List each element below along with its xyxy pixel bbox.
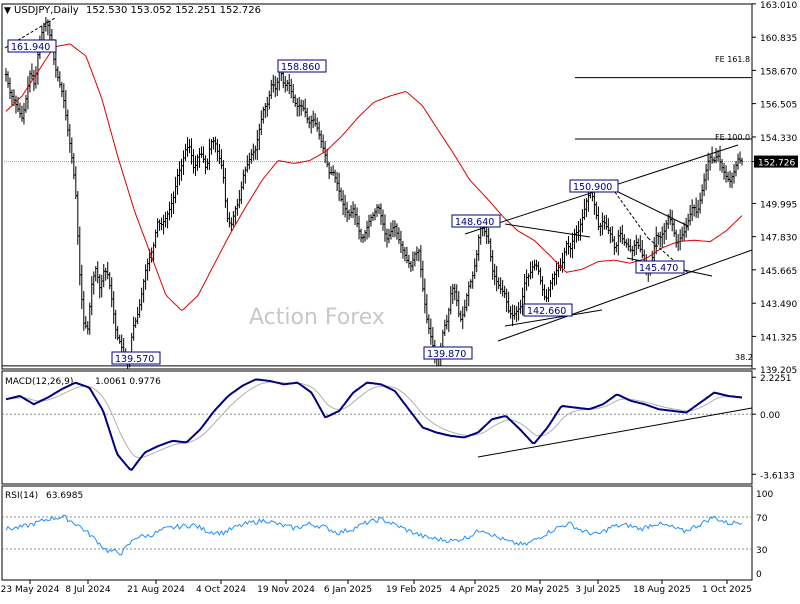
price-tick-label: 160.835 (760, 34, 797, 44)
time-tick-label: 23 May 2024 (1, 585, 60, 595)
price-annotation: 139.570 (115, 354, 154, 365)
time-tick-label: 4 Apr 2025 (450, 585, 500, 595)
rsi-tick-label: 100 (756, 490, 773, 500)
macd-tick-label: 0.00 (760, 411, 780, 421)
trendline (611, 187, 649, 239)
price-annotation-box (569, 179, 619, 193)
time-tick-label: 3 Jul 2025 (575, 585, 620, 595)
price-annotation-box (451, 214, 501, 228)
price-tick-label: 156.505 (760, 101, 797, 111)
fib-annotation: FE 161.8 (715, 55, 750, 64)
rsi-tick-label: 0 (756, 570, 762, 580)
time-tick-label: 19 Feb 2025 (386, 585, 442, 595)
price-tick-label: 154.330 (760, 134, 797, 144)
header-dropdown-icon[interactable]: ▼ (4, 6, 11, 16)
macd-line (5, 378, 743, 471)
macd-readout: 1.0061 0.9776 (95, 377, 161, 387)
price-bar (740, 157, 744, 166)
macd-tick-label: -3.6133 (760, 471, 795, 481)
price-annotation: 158.860 (281, 62, 320, 73)
fib-annotation: 38.2 (735, 353, 753, 362)
time-tick-label: 21 Aug 2024 (127, 585, 185, 595)
price-annotation: 139.870 (427, 349, 466, 360)
price-annotation-box (7, 39, 57, 53)
current-price-label: 152.726 (758, 159, 795, 169)
price-tick-label: 145.665 (760, 267, 797, 277)
time-tick-label: 19 Nov 2024 (257, 585, 315, 595)
macd-signal-line (5, 381, 743, 459)
time-tick-label: 8 Jul 2024 (65, 585, 110, 595)
price-tick-label: 149.995 (760, 200, 797, 210)
trendline (647, 237, 689, 274)
trendline (609, 187, 689, 227)
price-tick-label: 139.205 (760, 366, 797, 376)
trendline (504, 223, 591, 238)
price-annotation: 145.470 (639, 263, 678, 274)
time-tick-label: 4 Oct 2024 (196, 585, 246, 595)
price-annotation-box (635, 260, 685, 274)
price-annotation-box (423, 346, 473, 360)
price-annotation-box (523, 303, 573, 317)
trendline (504, 309, 603, 327)
price-tick-label: 158.670 (760, 67, 797, 77)
price-tick-label: 147.830 (760, 234, 797, 244)
main-panel-frame (1, 3, 753, 370)
time-tick-label: 6 Jan 2025 (324, 585, 372, 595)
macd-tick-label: 2.2251 (760, 374, 792, 384)
price-tick-label: 141.325 (760, 333, 797, 343)
price-annotation: 148.640 (455, 217, 494, 228)
moving-average-line (5, 43, 743, 311)
ohlc-readout: 152.530 153.052 152.251 152.726 (86, 5, 261, 16)
macd-label: MACD(12,26,9) (5, 377, 73, 387)
fib-annotation: FE 100.0 (715, 133, 750, 142)
price-annotation: 150.900 (573, 182, 612, 193)
current-price-box (754, 155, 798, 168)
rsi-tick-label: 70 (756, 514, 768, 524)
price-annotation-box (277, 59, 327, 73)
time-tick-label: 1 Oct 2025 (702, 585, 752, 595)
rsi-label: RSI(14) (5, 491, 38, 501)
time-tick-label: 20 May 2025 (511, 585, 570, 595)
price-tick-label: 163.010 (760, 1, 797, 11)
watermark: Action Forex (249, 305, 385, 330)
time-tick-label: 18 Aug 2025 (633, 585, 691, 595)
rsi-readout: 63.6985 (46, 491, 83, 501)
price-annotation: 161.940 (11, 42, 50, 53)
rsi-line (5, 514, 743, 556)
symbol-label: USDJPY,Daily (14, 5, 79, 16)
rsi-tick-label: 30 (756, 546, 768, 556)
trendline (497, 249, 753, 342)
price-annotation: 142.660 (527, 306, 566, 317)
macd-panel-frame (1, 370, 753, 485)
price-tick-label: 143.490 (760, 300, 797, 310)
price-annotation-box (111, 351, 161, 365)
rsi-panel-frame (1, 485, 753, 581)
macd-trendline (477, 407, 753, 458)
